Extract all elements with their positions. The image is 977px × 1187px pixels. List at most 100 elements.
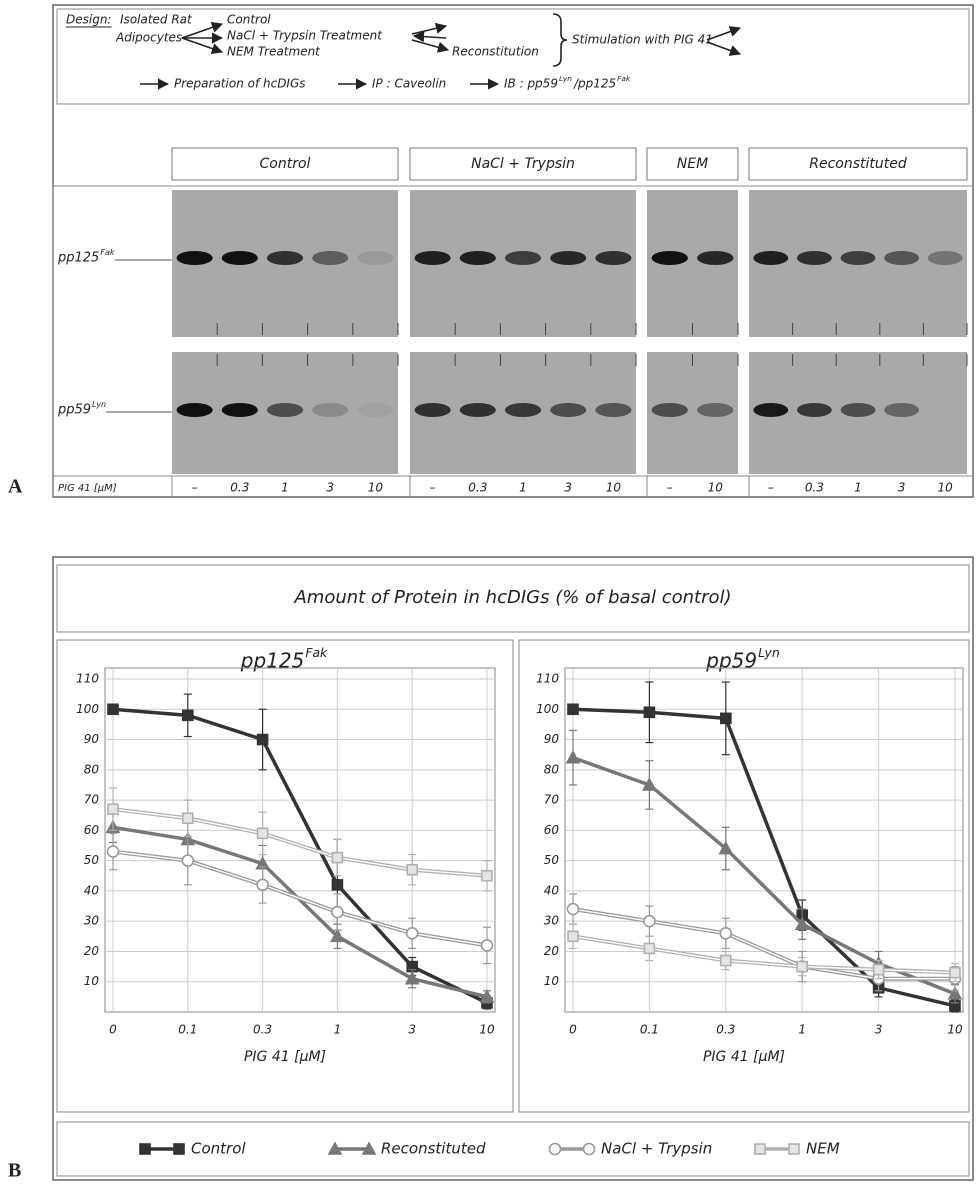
lane-label: 0.3 xyxy=(468,481,487,495)
x-axis-label: PIG 41 [µM] xyxy=(703,1049,785,1065)
label: /pp125 xyxy=(573,77,616,91)
series xyxy=(568,894,961,991)
label: IB : pp59 xyxy=(504,77,558,91)
series-line xyxy=(113,827,487,997)
marker xyxy=(950,968,960,978)
x-tick-label: 10 xyxy=(947,1023,963,1037)
y-tick-label: 30 xyxy=(544,914,560,928)
marker xyxy=(789,1144,799,1154)
y-tick-label: 100 xyxy=(536,702,559,716)
y-tick-label: 80 xyxy=(544,762,560,776)
marker xyxy=(183,813,193,823)
lane-label: 10 xyxy=(606,481,622,495)
band xyxy=(312,403,348,417)
marker xyxy=(568,704,578,714)
marker xyxy=(644,916,655,927)
marker xyxy=(332,907,343,918)
arrow xyxy=(414,36,446,38)
band xyxy=(550,403,586,417)
y-tick-label: 60 xyxy=(84,823,100,837)
band xyxy=(652,403,688,417)
band xyxy=(753,251,788,265)
row-label: pp59 xyxy=(57,403,91,418)
series xyxy=(107,812,493,1003)
band xyxy=(797,251,832,265)
marker xyxy=(140,1144,150,1154)
marker xyxy=(332,880,342,890)
band xyxy=(841,403,876,417)
x-tick-label: 3 xyxy=(875,1023,883,1037)
y-tick-label: 90 xyxy=(544,732,560,746)
treatment: Control xyxy=(227,13,271,27)
x-axis-label: PIG 41 [µM] xyxy=(244,1049,326,1065)
band xyxy=(222,403,258,417)
arrow xyxy=(412,40,448,50)
lane-label: 10 xyxy=(368,481,384,495)
band xyxy=(505,403,541,417)
marker xyxy=(108,846,119,857)
marker xyxy=(332,853,342,863)
band xyxy=(357,251,393,265)
superscript: Lyn xyxy=(758,645,780,660)
band xyxy=(460,251,496,265)
lane-label: 1 xyxy=(854,481,862,495)
lane-label: – xyxy=(667,481,673,495)
label: IP : Caveolin xyxy=(372,77,446,91)
band xyxy=(595,403,631,417)
marker xyxy=(568,931,578,941)
series xyxy=(108,694,492,1009)
marker xyxy=(482,940,493,951)
band xyxy=(550,251,586,265)
band xyxy=(652,251,688,265)
lane-label: 3 xyxy=(564,481,572,495)
marker xyxy=(720,928,731,939)
band xyxy=(267,251,303,265)
group-header: NaCl + Trypsin xyxy=(471,156,575,172)
y-tick-label: 10 xyxy=(544,974,560,988)
series-line-inner xyxy=(113,852,487,946)
label: Stimulation with PIG 41 xyxy=(572,33,713,47)
band xyxy=(312,251,348,265)
row-label: pp125 xyxy=(57,251,99,266)
marker xyxy=(257,879,268,890)
x-tick-label: 0.3 xyxy=(253,1023,272,1037)
series-line-inner xyxy=(573,936,955,972)
y-tick-label: 90 xyxy=(84,732,100,746)
series xyxy=(108,788,492,891)
lane-label: 10 xyxy=(708,481,724,495)
marker xyxy=(182,855,193,866)
band xyxy=(884,251,919,265)
marker xyxy=(567,752,579,763)
marker xyxy=(797,962,807,972)
y-tick-label: 110 xyxy=(76,672,99,686)
superscript: Lyn xyxy=(559,74,572,83)
label: Reconstitution xyxy=(452,45,539,59)
lane-label: 3 xyxy=(326,481,334,495)
y-tick-label: 100 xyxy=(76,702,99,716)
band xyxy=(415,251,451,265)
series-line xyxy=(113,809,487,876)
marker xyxy=(183,710,193,720)
band xyxy=(357,403,393,417)
group-header: NEM xyxy=(677,156,708,172)
y-tick-label: 80 xyxy=(84,762,100,776)
superscript: Fak xyxy=(100,248,115,257)
marker xyxy=(407,865,417,875)
marker xyxy=(108,804,118,814)
marker xyxy=(258,828,268,838)
marker xyxy=(258,735,268,745)
x-tick-label: 0 xyxy=(109,1023,117,1037)
marker xyxy=(482,871,492,881)
band xyxy=(505,251,541,265)
treatment: NaCl + Trypsin Treatment xyxy=(227,29,383,43)
lane-label: – xyxy=(430,481,436,495)
x-tick-label: 0.1 xyxy=(640,1023,659,1037)
band xyxy=(595,251,631,265)
group-header: Reconstituted xyxy=(809,156,907,172)
band xyxy=(460,403,496,417)
marker xyxy=(108,704,118,714)
x-tick-label: 0 xyxy=(569,1023,577,1037)
x-tick-label: 3 xyxy=(408,1023,416,1037)
arrow xyxy=(412,26,446,34)
y-tick-label: 70 xyxy=(544,793,560,807)
